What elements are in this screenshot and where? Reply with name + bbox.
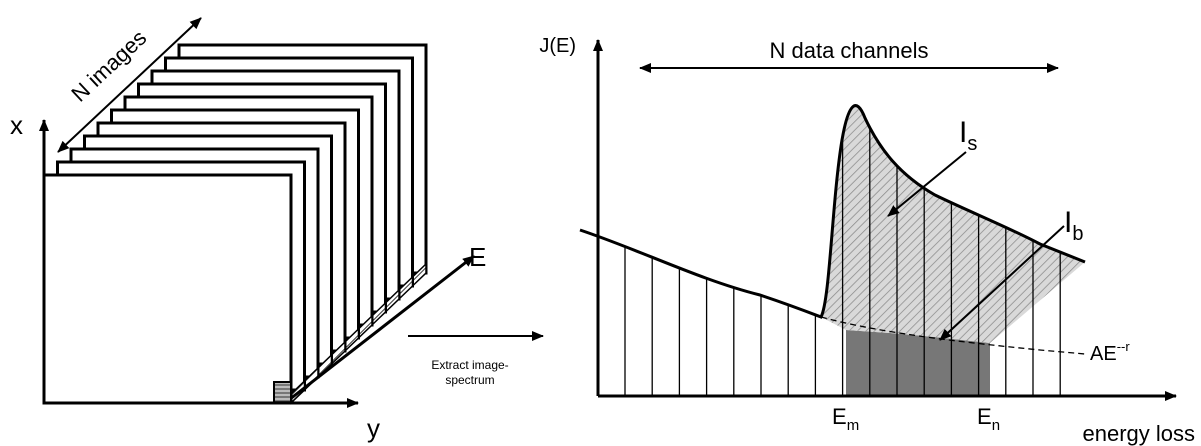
spectrum-curve <box>579 104 1086 319</box>
signal-area <box>821 105 1085 343</box>
fit-label: AE--r <box>1090 339 1130 365</box>
n-images-arrow <box>57 17 202 153</box>
x-axis-label: x <box>10 110 23 140</box>
signal-label: Is <box>959 116 977 155</box>
y-axis-label: y <box>367 413 380 443</box>
background-area <box>846 330 990 396</box>
spectrum-plot: J(E) energy loss N data channels Is Ib A… <box>539 35 1195 446</box>
signal-arrow <box>887 151 967 217</box>
en-label: En <box>977 404 1000 434</box>
intensity-axis-label: J(E) <box>539 35 576 57</box>
n-channels-label: N data channels <box>770 38 929 63</box>
extract-caption-line1: Extract image- <box>431 358 508 372</box>
energy-axis <box>284 254 475 405</box>
extract-caption-line2: spectrum <box>445 373 494 387</box>
background-fit-curve <box>820 316 1086 355</box>
background-label: Ib <box>1064 206 1083 245</box>
front-image-frame <box>42 173 293 405</box>
energy-axis-group: E <box>284 242 486 405</box>
background-arrow <box>939 225 1065 341</box>
em-label: Em <box>832 404 859 434</box>
energy-axis-label: E <box>469 242 486 272</box>
selected-pixel <box>273 381 292 404</box>
energy-loss-label: energy loss <box>1082 421 1195 446</box>
